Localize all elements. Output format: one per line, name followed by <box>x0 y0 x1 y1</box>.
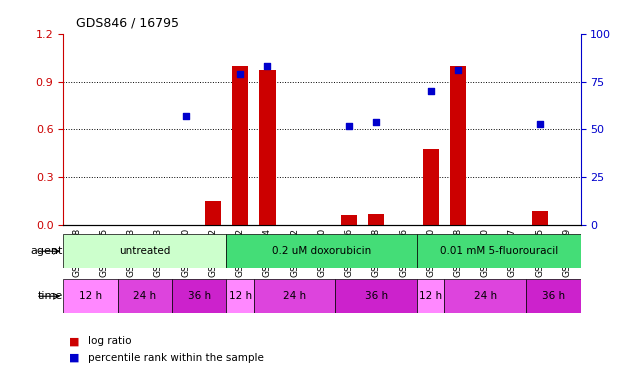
Text: 36 h: 36 h <box>542 291 565 301</box>
Bar <box>227 279 254 313</box>
Bar <box>117 279 172 313</box>
Point <box>534 121 545 127</box>
Point <box>344 123 354 129</box>
Point <box>426 88 436 94</box>
Bar <box>227 234 417 268</box>
Bar <box>336 279 417 313</box>
Point <box>180 113 191 119</box>
Text: log ratio: log ratio <box>88 336 132 346</box>
Text: 12 h: 12 h <box>419 291 442 301</box>
Text: time: time <box>38 291 63 301</box>
Text: 0.01 mM 5-fluorouracil: 0.01 mM 5-fluorouracil <box>440 246 558 256</box>
Text: 36 h: 36 h <box>365 291 388 301</box>
Text: ■: ■ <box>69 353 80 363</box>
Text: GDS846 / 16795: GDS846 / 16795 <box>76 17 179 30</box>
Text: 24 h: 24 h <box>474 291 497 301</box>
Bar <box>172 279 227 313</box>
Bar <box>417 279 444 313</box>
Bar <box>368 214 384 225</box>
Text: 12 h: 12 h <box>228 291 252 301</box>
Bar <box>450 66 466 225</box>
Point <box>371 119 381 125</box>
Bar <box>531 211 548 225</box>
Point <box>453 67 463 73</box>
Text: agent: agent <box>31 246 63 256</box>
Bar <box>63 279 117 313</box>
Bar <box>444 279 526 313</box>
Bar <box>232 66 248 225</box>
Text: 24 h: 24 h <box>283 291 306 301</box>
Point <box>235 71 245 77</box>
Bar <box>254 279 336 313</box>
Bar <box>417 234 581 268</box>
Text: ■: ■ <box>69 336 80 346</box>
Bar <box>526 279 581 313</box>
Point <box>262 63 273 69</box>
Text: 12 h: 12 h <box>79 291 102 301</box>
Text: 36 h: 36 h <box>187 291 211 301</box>
Bar <box>204 201 221 225</box>
Bar <box>259 70 276 225</box>
Text: untreated: untreated <box>119 246 170 256</box>
Text: 24 h: 24 h <box>133 291 156 301</box>
Bar <box>423 148 439 225</box>
Bar <box>63 234 227 268</box>
Text: 0.2 uM doxorubicin: 0.2 uM doxorubicin <box>272 246 372 256</box>
Bar <box>341 215 357 225</box>
Text: percentile rank within the sample: percentile rank within the sample <box>88 353 264 363</box>
